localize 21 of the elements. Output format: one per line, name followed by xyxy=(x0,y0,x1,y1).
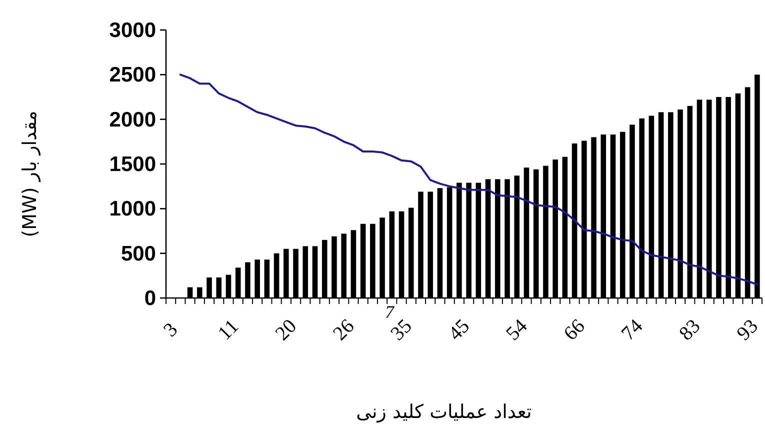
y-tick-label: 2000 xyxy=(109,108,156,132)
y-tick-label: 0 xyxy=(144,287,156,310)
y-tick-label: 1500 xyxy=(109,153,156,176)
y-tick-label: 2500 xyxy=(109,64,156,87)
x-tick-label: 3 xyxy=(159,318,182,342)
x-tick-label: 20 xyxy=(271,315,302,345)
line-series xyxy=(179,74,758,286)
x-tick-label: 54 xyxy=(502,315,532,345)
x-tick-label: 66 xyxy=(560,315,590,345)
y-tick-label: 3000 xyxy=(109,19,156,42)
x-tick-label: 83 xyxy=(675,315,705,345)
x-tick-label: 93 xyxy=(732,315,762,345)
x-tick-label: 45 xyxy=(444,315,474,345)
y-axis-title: مقدار بار (MW) xyxy=(19,110,41,238)
text: 7 xyxy=(385,302,395,322)
y-tick-label: 500 xyxy=(120,242,156,266)
x-tick-label: 74 xyxy=(617,315,648,345)
x-tick-label: 26 xyxy=(328,315,359,345)
x-tick-label: 11 xyxy=(214,315,244,345)
x-axis-title: تعداد عملیات کلید زنی xyxy=(356,401,532,423)
y-tick-label: 1000 xyxy=(109,198,156,221)
